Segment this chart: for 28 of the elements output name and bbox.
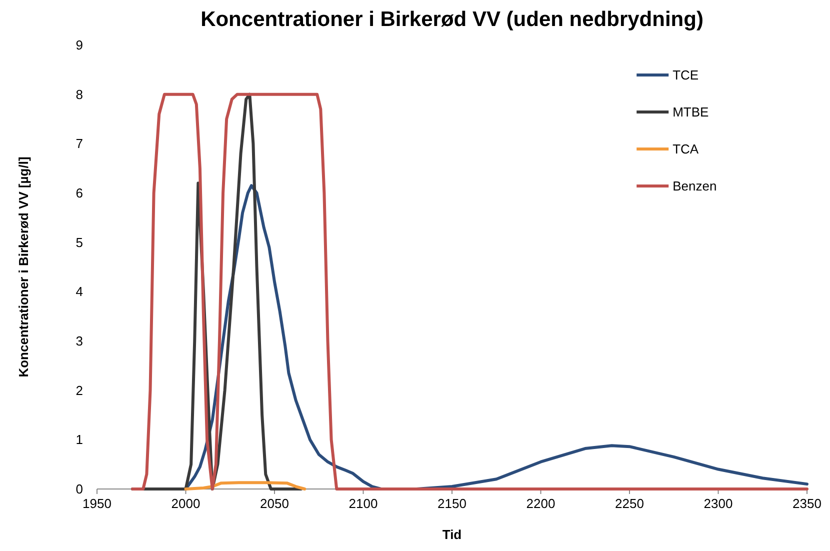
x-tick-label: 2150 <box>438 496 466 511</box>
y-axis-title: Koncentrationer i Birkerød VV [µg/l] <box>16 156 31 378</box>
line-series <box>131 92 808 490</box>
legend-label: Benzen <box>672 178 717 194</box>
y-tick-label: 7 <box>76 136 83 152</box>
y-tick-label: 0 <box>76 482 83 496</box>
x-axis-title: Tid <box>442 527 462 542</box>
x-tick-label: 2050 <box>260 496 289 511</box>
x-tick-label: 2350 <box>792 496 822 511</box>
y-tick-label: 3 <box>76 334 83 348</box>
x-tick-label: 1950 <box>82 496 112 511</box>
x-tick-label: 2250 <box>615 496 644 511</box>
y-tick-label: 2 <box>76 382 83 398</box>
y-tick-label: 6 <box>76 186 83 200</box>
chart-title: Koncentrationer i Birkerød VV (uden nedbrydning) <box>200 8 704 31</box>
x-tick-label: 2200 <box>526 496 556 511</box>
x-tick-label: 2000 <box>171 496 200 511</box>
legend-label: TCE <box>672 68 699 82</box>
y-tick-label: 8 <box>76 86 83 102</box>
legend-label: MTBE <box>672 104 710 120</box>
y-tick-label: 9 <box>76 38 83 52</box>
x-tick-label: 2100 <box>348 496 378 511</box>
y-tick-label: 1 <box>76 432 83 448</box>
y-tick-label: 5 <box>76 234 83 250</box>
line-series <box>184 481 306 490</box>
y-tick-label: 4 <box>76 284 83 300</box>
x-tick-label: 2300 <box>704 496 733 511</box>
legend-label: TCA <box>672 142 699 156</box>
